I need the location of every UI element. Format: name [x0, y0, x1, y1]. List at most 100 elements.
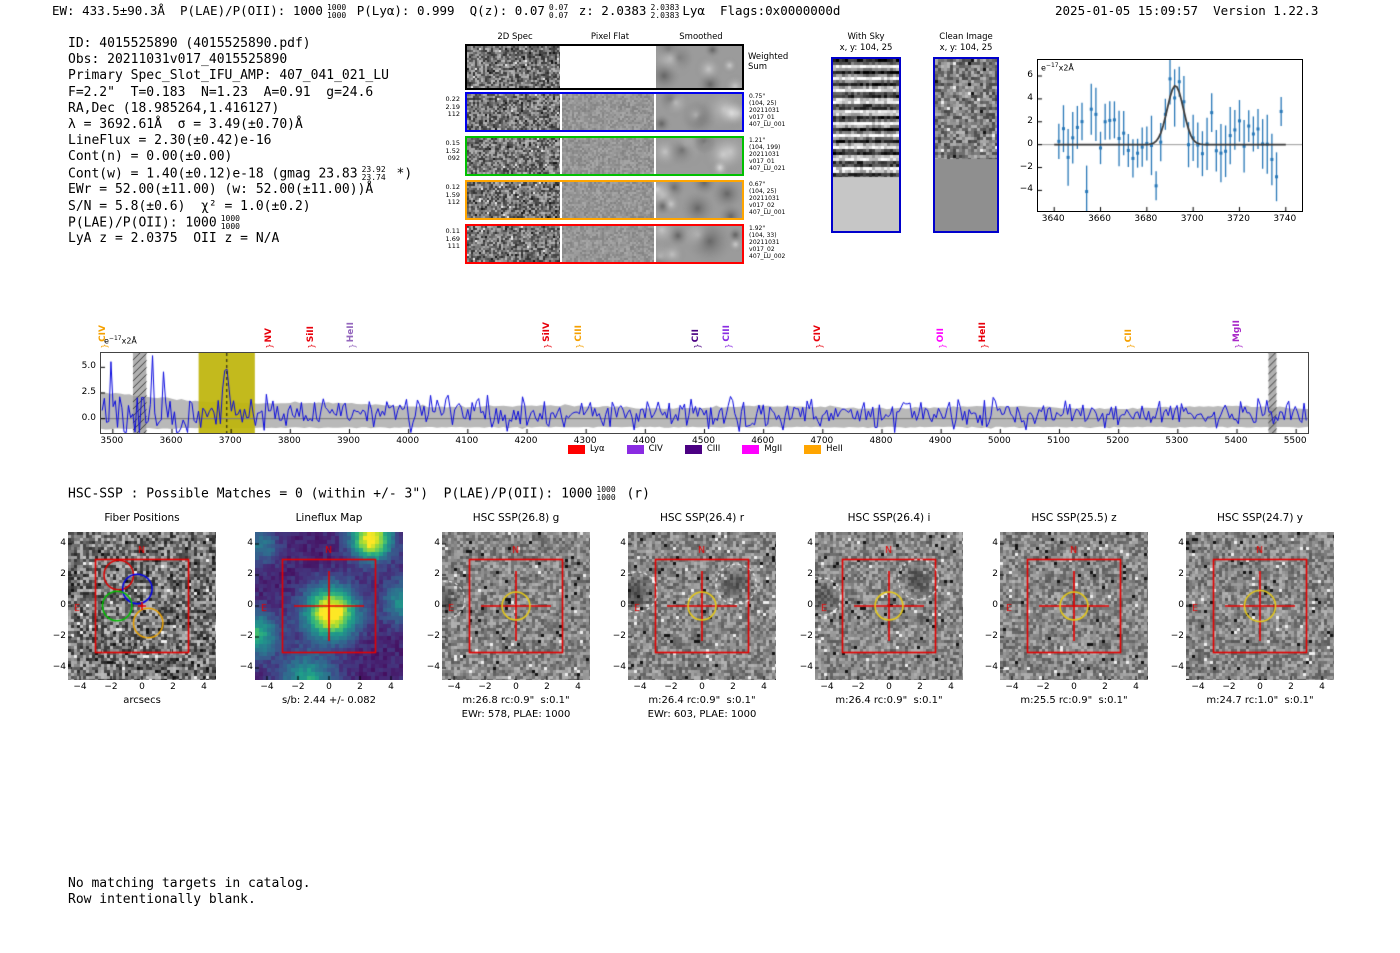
panel-image-hsc-4: [815, 532, 963, 680]
x-tick-label: 4300: [573, 436, 597, 446]
x-tick-label: 5400: [1224, 436, 1248, 446]
x-tick-label: 3700: [1180, 214, 1204, 224]
spectrum-plot-frame: [100, 352, 1309, 434]
spec2d-cell-smoothed: [656, 182, 742, 218]
panel-title: Fiber Positions: [104, 512, 180, 524]
spec2d-title-smoothed: Smoothed: [679, 32, 723, 42]
panel-image-hsc-2: [442, 532, 590, 680]
panel-caption-2: EWr: 603, PLAE: 1000: [647, 709, 757, 720]
emission-marker-label: NV: [263, 327, 274, 343]
legend-item-ciii: CIII: [684, 444, 720, 454]
x-tick-label: 2: [357, 682, 363, 692]
spec2d-cell-2dspec: [467, 182, 560, 218]
x-tick-label: 3900: [337, 436, 360, 446]
legend-item-heii: HeII: [804, 444, 843, 454]
info-value: 1.21": [749, 137, 766, 144]
info-value: 20211031: [749, 239, 780, 246]
y-tick-label: 0: [434, 600, 440, 610]
scale-value: 1.59: [445, 190, 460, 199]
header-datetime: 2025-01-05 15:09:57: [1055, 3, 1198, 18]
x-tick-label: 4200: [514, 436, 538, 446]
fraction-bottom: 1000: [326, 10, 347, 20]
header-version: Version 1.22.3: [1213, 3, 1319, 18]
spec2d-cell-2dspec: [467, 138, 560, 174]
y-tick-label: 4: [1178, 538, 1184, 548]
withsky-subtitle: x, y: 104, 25: [839, 43, 893, 53]
info-value: (104, 25): [749, 100, 777, 107]
y-tick-label: 2: [1027, 115, 1033, 126]
y-tick-label: −2: [1170, 631, 1184, 641]
y-tick-label: 6: [1027, 70, 1033, 80]
spec2d-row-scale-labels: 0.11 1.69 111: [432, 227, 460, 251]
y-tick-label: 5.0: [81, 361, 96, 372]
marker-brace-icon: {: [938, 343, 948, 349]
legend-item-lyα: Lyα: [568, 444, 605, 454]
hsc-match-text: HSC-SSP : Possible Matches = 0 (within +…: [68, 486, 593, 502]
header-datetime-version: 2025-01-05 15:09:57 Version 1.22.3: [1055, 3, 1318, 18]
panel-title: HSC SSP(25.5) z: [1031, 512, 1117, 524]
info-line: LyA z = 2.0375 OII z = N/A: [68, 231, 412, 247]
x-tick-label: −2: [1036, 682, 1050, 692]
spec2d-row-scale-labels: 0.22 2.19 112: [432, 95, 460, 119]
panel-title: HSC SSP(26.4) i: [847, 512, 931, 524]
emission-marker-label: CIII: [722, 325, 733, 342]
scale-value: 1.52: [445, 146, 460, 155]
y-tick-label: −2: [52, 631, 66, 641]
emission-marker-oii: OII{: [934, 304, 949, 350]
x-tick-label: −4: [1191, 682, 1205, 692]
info-value: 407_LU_001: [749, 209, 786, 216]
emission-marker-mgii: MgII{: [1230, 304, 1245, 350]
y-tick-label: 0: [620, 600, 626, 610]
x-tick-label: 4500: [692, 436, 715, 446]
info-value: 20211031: [749, 151, 780, 158]
x-tick-label: −4: [1005, 682, 1019, 692]
x-tick-label: −2: [291, 682, 305, 692]
emission-marker-label: SiII: [305, 325, 316, 342]
fraction-top: 1000: [326, 2, 347, 12]
x-tick-label: 4: [575, 682, 581, 692]
y-tick-label: 2: [1178, 569, 1184, 579]
hsc-match-line: HSC-SSP : Possible Matches = 0 (within +…: [68, 486, 650, 503]
info-text: P(LAE)/P(OII): 1000: [68, 215, 217, 231]
spec2d-row-info-labels: Weighted Sum: [748, 52, 804, 72]
hsc-match-fraction: 1000 1000: [596, 486, 615, 502]
y-tick-label: 0: [1178, 600, 1184, 610]
emission-marker-cii: CII{: [689, 304, 704, 350]
y-tick-label: −4: [799, 662, 813, 672]
spec2d-cell-pixelflat: [562, 46, 654, 88]
withsky-image: [833, 59, 899, 231]
detection-info-block: ID: 4015525890 (4015525890.pdf) Obs: 2021…: [68, 36, 412, 248]
info-text: λ = 3692.61Å σ = 3.49(±0.70)Å: [68, 117, 303, 133]
info-value: v017_02: [749, 246, 775, 253]
marker-brace-icon: {: [1126, 343, 1136, 349]
spec2d-row-info-labels: 0.67" (104, 25) 20211031 v017_02 407_LU_001: [749, 181, 805, 216]
x-tick-label: 4: [761, 682, 767, 692]
emission-marker-heii: HeII{: [344, 304, 359, 350]
emission-marker-nv: NV{: [261, 304, 276, 350]
fraction-bottom: 1000: [596, 493, 616, 502]
panel-title: HSC SSP(24.7) y: [1216, 512, 1303, 524]
legend-swatch: [684, 444, 702, 454]
info-text-suffix: *): [388, 166, 413, 182]
legend-swatch: [626, 444, 644, 454]
info-text: LyA z = 2.0375 OII z = N/A: [68, 231, 280, 247]
x-tick-label: 2: [544, 682, 550, 692]
y-tick-label: 2: [60, 569, 66, 579]
scale-value: 092: [447, 154, 460, 162]
x-tick-label: 4: [1133, 682, 1139, 692]
x-tick-label: 3680: [1134, 214, 1158, 224]
marker-brace-icon: {: [348, 343, 358, 349]
spec2d-row-exp3: [465, 180, 744, 220]
line-fit-plot: [1038, 60, 1302, 211]
spec2d-cell-pixelflat: [562, 138, 654, 174]
x-tick-label: 3600: [159, 436, 183, 446]
emission-marker-heii: HeII{: [976, 304, 991, 350]
spec2d-row-info-labels: 1.92" (104, 33) 20211031 v017_02 407_LU_002: [749, 225, 805, 260]
panel-caption-2: EWr: 578, PLAE: 1000: [461, 709, 571, 720]
legend-swatch: [568, 444, 585, 454]
spec2d-row-scale-labels: 0.12 1.59 112: [432, 183, 460, 207]
spec2d-cell-2dspec: [467, 226, 560, 262]
emission-marker-ciii: CIII{: [720, 304, 735, 350]
spec2d-cell-smoothed: [656, 46, 742, 88]
